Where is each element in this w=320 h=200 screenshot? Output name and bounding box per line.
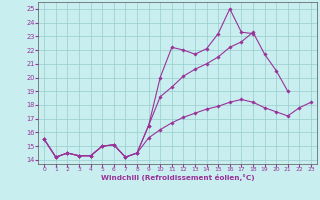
X-axis label: Windchill (Refroidissement éolien,°C): Windchill (Refroidissement éolien,°C) <box>101 174 254 181</box>
